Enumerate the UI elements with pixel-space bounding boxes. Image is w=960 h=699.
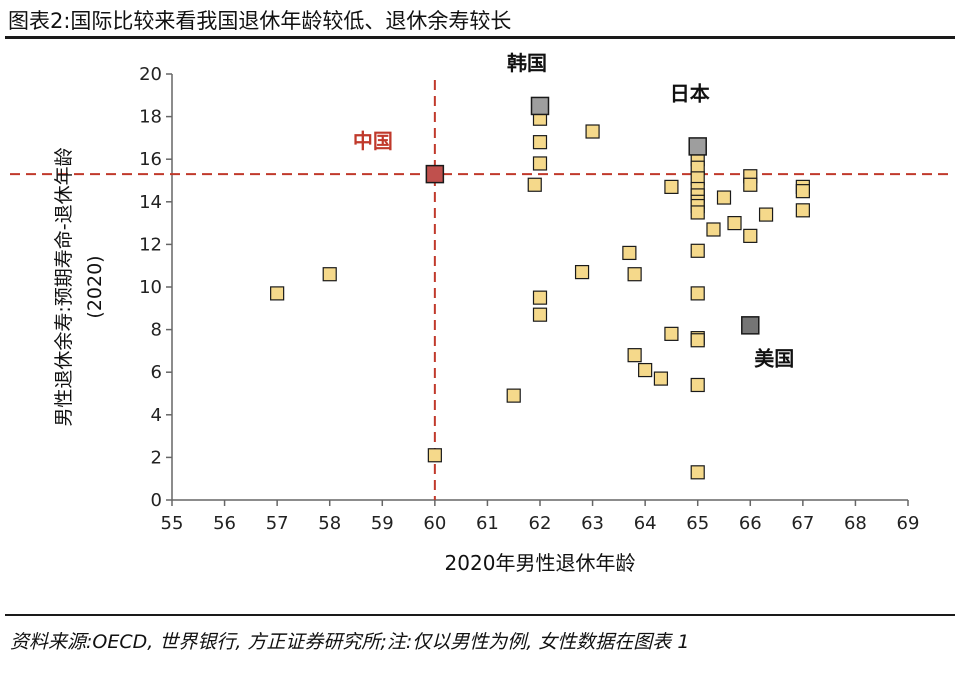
data-point xyxy=(532,307,548,322)
reference-lines xyxy=(10,80,950,500)
x-axis-title: 2020年男性退休年龄 xyxy=(445,551,636,575)
data-point xyxy=(322,267,337,282)
title-divider xyxy=(5,36,955,39)
source-divider xyxy=(5,614,955,616)
data-point xyxy=(690,205,705,220)
highlighted-point xyxy=(530,96,550,116)
x-tick-label: 68 xyxy=(844,513,867,534)
data-point xyxy=(622,245,637,261)
y-tick-label: 10 xyxy=(139,277,162,298)
x-tick-label: 65 xyxy=(686,513,709,534)
data-point xyxy=(638,362,653,378)
data-point xyxy=(690,286,705,301)
y-tick-label: 20 xyxy=(139,64,162,85)
data-point xyxy=(627,348,642,363)
y-axis-title: (2020) xyxy=(84,255,106,318)
highlighted-point xyxy=(741,316,760,335)
point-label: 韩国 xyxy=(507,51,547,75)
source-note: 资料来源:OECD, 世界银行, 方正证券研究所;注:仅以男性为例, 女性数据在… xyxy=(10,631,690,653)
data-point xyxy=(532,290,548,305)
data-point xyxy=(270,286,285,301)
x-tick-label: 67 xyxy=(791,513,814,534)
data-point xyxy=(743,228,758,243)
point-label: 中国 xyxy=(353,129,393,153)
data-points xyxy=(270,111,810,480)
highlighted-point xyxy=(688,137,707,156)
y-axis-title: 男性退休余寿:预期寿命-退休年龄 xyxy=(53,147,75,426)
point-label: 日本 xyxy=(670,81,710,105)
y-tick-label: 0 xyxy=(151,490,162,511)
x-tick-label: 55 xyxy=(161,513,184,534)
x-tick-label: 66 xyxy=(739,513,762,534)
data-point xyxy=(527,177,542,192)
x-tick-label: 59 xyxy=(371,513,394,534)
y-tick-label: 2 xyxy=(151,447,162,468)
data-point xyxy=(727,216,742,231)
data-point xyxy=(532,135,548,150)
data-point xyxy=(716,190,732,205)
data-point xyxy=(427,448,442,463)
x-tick-label: 69 xyxy=(897,513,920,534)
data-point xyxy=(653,371,669,386)
data-point xyxy=(690,377,705,393)
axis-labels: 2020年男性退休年龄 男性退休余寿:预期寿命-退休年龄 (2020) xyxy=(53,147,635,575)
x-tick-label: 58 xyxy=(318,513,341,534)
data-point xyxy=(506,388,521,403)
data-point xyxy=(706,222,721,237)
y-tick-label: 6 xyxy=(151,362,162,383)
x-tick-label: 63 xyxy=(581,513,604,534)
x-tick-label: 60 xyxy=(423,513,446,534)
data-point xyxy=(690,333,705,348)
y-tick-label: 8 xyxy=(151,320,162,341)
data-point xyxy=(690,243,705,258)
data-point xyxy=(795,184,810,199)
y-tick-label: 4 xyxy=(151,405,162,426)
y-tick-label: 18 xyxy=(139,107,162,128)
page-title: 图表2:国际比较来看我国退休年龄较低、退休余寿较长 xyxy=(8,9,512,33)
point-label: 美国 xyxy=(754,346,794,370)
data-point xyxy=(664,179,679,194)
y-tick-label: 12 xyxy=(139,234,162,255)
data-point xyxy=(743,177,758,192)
data-point xyxy=(627,267,642,282)
x-tick-label: 61 xyxy=(476,513,499,534)
x-tick-label: 56 xyxy=(213,513,236,534)
x-tick-label: 57 xyxy=(266,513,289,534)
data-point xyxy=(574,264,590,280)
data-point xyxy=(690,465,705,480)
data-point xyxy=(758,207,774,222)
data-point xyxy=(585,124,600,139)
x-tick-label: 62 xyxy=(529,513,552,534)
x-tick-label: 64 xyxy=(634,513,657,534)
data-point xyxy=(795,203,810,218)
data-point xyxy=(664,326,679,341)
y-tick-label: 14 xyxy=(139,192,162,213)
data-point xyxy=(532,156,548,171)
highlighted-point xyxy=(425,164,445,184)
y-tick-label: 16 xyxy=(139,149,162,170)
